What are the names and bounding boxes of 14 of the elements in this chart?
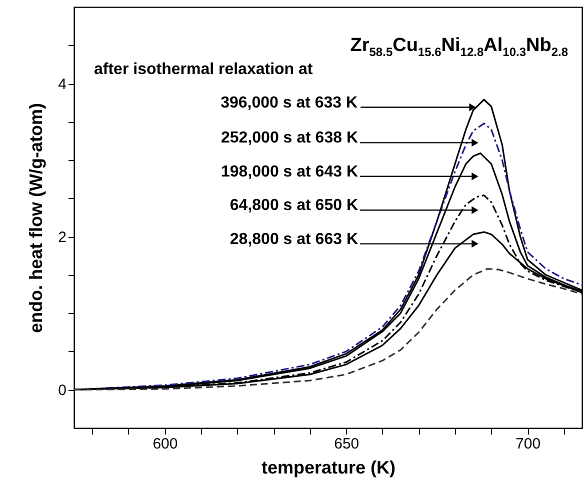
- annotation: 198,000 s at 643 K: [221, 163, 358, 180]
- x-axis-title: temperature (K): [261, 458, 396, 478]
- annotation: 64,800 s at 650 K: [230, 197, 358, 214]
- annotation: 396,000 s at 633 K: [220, 94, 358, 112]
- y-tick-label: 2: [58, 229, 66, 246]
- y-tick-label: 0: [58, 382, 66, 400]
- annotation: after isothermal relaxation at: [94, 61, 314, 78]
- x-tick-label: 650: [334, 436, 360, 452]
- y-axis-title: endo. heat flow (W/g-atom): [26, 103, 46, 333]
- x-tick-label: 600: [152, 436, 178, 452]
- x-tick-label: 700: [516, 436, 541, 452]
- y-tick-label: 4: [58, 76, 66, 94]
- annotation: 252,000 s at 638 K: [221, 130, 358, 147]
- annotation: 28,800 s at 663 K: [230, 230, 358, 248]
